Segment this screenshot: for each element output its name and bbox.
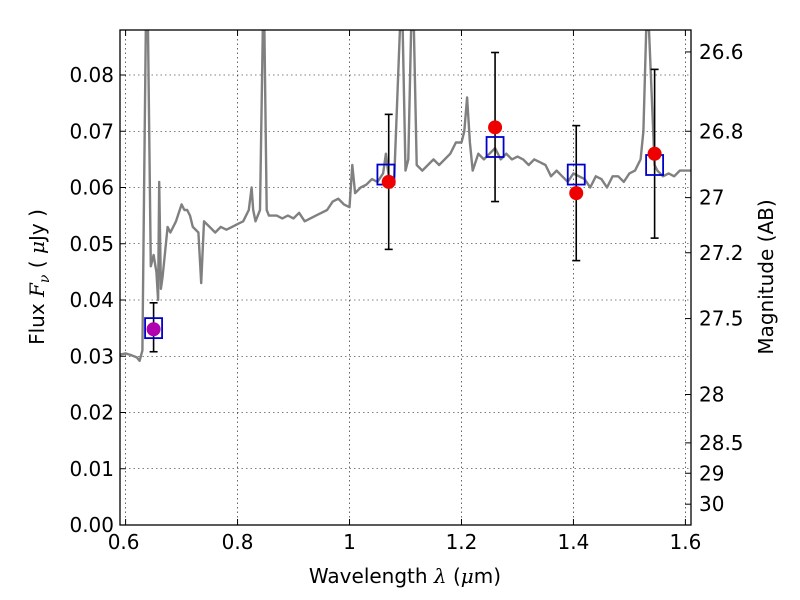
x-tick-label: 1.2 bbox=[446, 530, 478, 554]
model-photometry-squares bbox=[144, 136, 665, 340]
y2-axis-label: Magnitude (AB) bbox=[754, 199, 778, 354]
grid bbox=[120, 30, 691, 526]
y-axis-ticks: 0.00 0.01 0.02 0.03 0.04 0.05 0.06 0.07 0.08 bbox=[69, 63, 126, 537]
plot-frame bbox=[119, 29, 692, 526]
y2-tick-label: 27 bbox=[699, 186, 724, 210]
y2-tick-label: 26.6 bbox=[699, 40, 744, 64]
observed-point bbox=[381, 174, 396, 189]
y2-axis-ticks: 26.6 26.8 27 27.2 27.5 28 28.5 29 30 bbox=[685, 40, 744, 516]
observed-point bbox=[647, 146, 662, 161]
y2-tick-label: 28 bbox=[699, 383, 724, 407]
x-tick-label: 1.6 bbox=[669, 530, 701, 554]
spectrum-line bbox=[120, 30, 691, 362]
x-axis-label: Wavelength λ (μm) bbox=[309, 564, 501, 588]
observed-point bbox=[146, 322, 161, 337]
observed-point bbox=[569, 186, 584, 201]
y2-tick-label: 27.5 bbox=[699, 307, 744, 331]
model-square bbox=[144, 317, 163, 340]
y-tick-label: 0.06 bbox=[69, 176, 114, 200]
y-tick-label: 0.00 bbox=[69, 513, 114, 537]
y-tick-label: 0.01 bbox=[69, 457, 114, 481]
y2-tick-label: 30 bbox=[699, 492, 724, 516]
y2-tick-label: 29 bbox=[699, 461, 724, 485]
model-square bbox=[485, 136, 505, 158]
model-square bbox=[566, 163, 586, 186]
y-tick-label: 0.05 bbox=[69, 232, 114, 256]
x-tick-label: 0.6 bbox=[108, 530, 140, 554]
y-tick-label: 0.08 bbox=[69, 63, 114, 87]
observed-flux-points bbox=[146, 120, 662, 337]
x-tick-label: 1.4 bbox=[558, 530, 590, 554]
x-tick-label: 0.8 bbox=[222, 530, 254, 554]
y2-tick-label: 27.2 bbox=[699, 241, 744, 265]
y-tick-label: 0.02 bbox=[69, 401, 114, 425]
x-axis-ticks: 0.8 1 1.2 1.4 1.6 0.6 bbox=[108, 30, 701, 554]
y2-tick-label: 28.5 bbox=[699, 431, 744, 455]
y-tick-label: 0.04 bbox=[69, 288, 114, 312]
x-tick-label: 1 bbox=[343, 530, 356, 554]
y-tick-label: 0.07 bbox=[69, 119, 114, 143]
observed-point bbox=[488, 120, 503, 135]
y-tick-label: 0.03 bbox=[69, 344, 114, 368]
y2-tick-label: 26.8 bbox=[699, 119, 744, 143]
y-axis-label: Flux Fν ( μJy ) bbox=[25, 209, 53, 345]
